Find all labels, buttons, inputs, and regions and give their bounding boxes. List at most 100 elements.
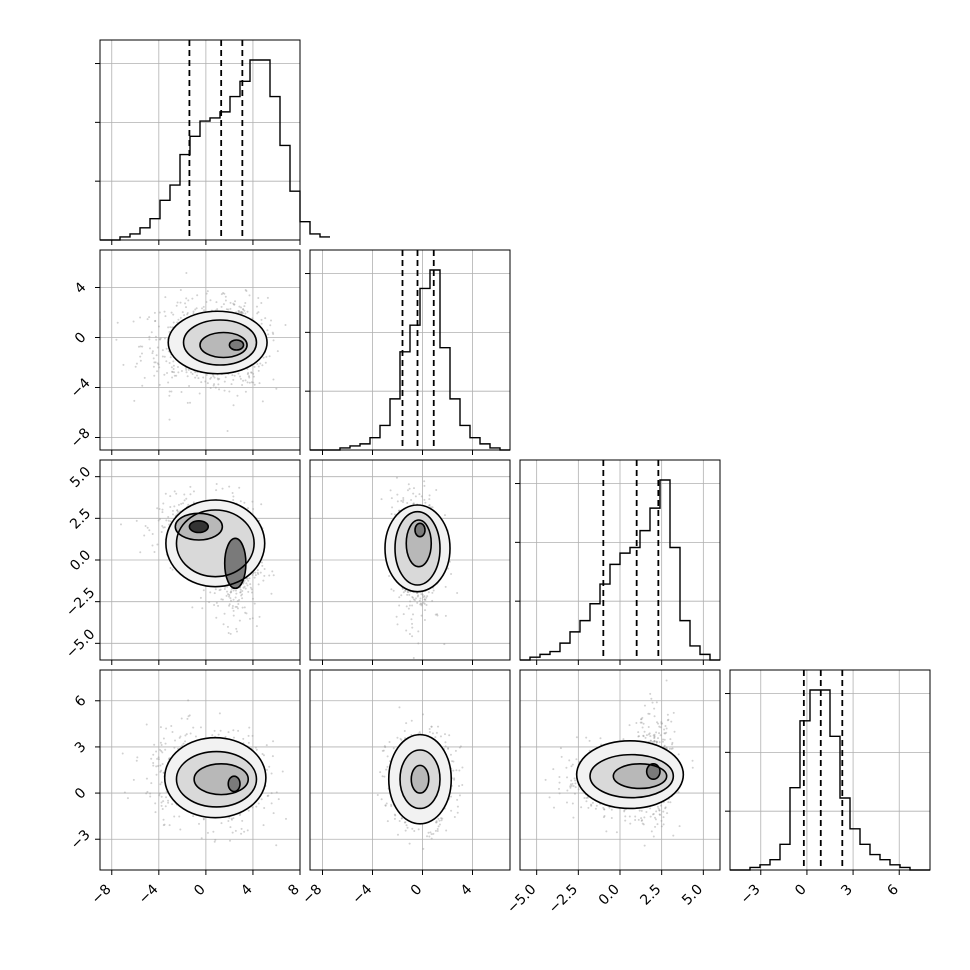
scatter-point [174, 739, 177, 742]
scatter-point [194, 735, 197, 738]
scatter-point [458, 746, 461, 749]
scatter-point [242, 737, 245, 740]
scatter-point [144, 525, 147, 528]
scatter-point [444, 585, 447, 588]
scatter-point [398, 596, 401, 599]
scatter-point [243, 606, 246, 609]
scatter-point [577, 788, 580, 791]
scatter-point [252, 507, 255, 510]
scatter-point [163, 526, 166, 529]
scatter-point [183, 314, 186, 317]
scatter-point [180, 390, 183, 393]
scatter-point [588, 739, 591, 742]
scatter-point [591, 801, 594, 804]
scatter-point [234, 829, 237, 832]
scatter-point [121, 752, 124, 755]
scatter-point [220, 822, 223, 825]
scatter-point [250, 371, 253, 374]
scatter-point [571, 782, 574, 785]
scatter-point [237, 603, 240, 606]
scatter-point [420, 495, 423, 498]
scatter-point [213, 729, 216, 732]
scatter-point [227, 593, 230, 596]
scatter-point [194, 371, 197, 374]
scatter-point [277, 798, 280, 801]
scatter-point [157, 758, 160, 761]
scatter-point [544, 778, 547, 781]
histogram-panel-0 [95, 39, 330, 241]
scatter-point [179, 735, 182, 738]
contour-line [165, 499, 266, 588]
scatter-point [175, 304, 178, 307]
scatter-point [658, 809, 661, 812]
scatter-point [405, 824, 408, 827]
scatter-point [260, 301, 263, 304]
scatter-point [195, 374, 198, 377]
contour-line [193, 763, 250, 796]
scatter-point [187, 503, 190, 506]
scatter-point [143, 534, 146, 537]
scatter-point [165, 347, 168, 350]
scatter-point [202, 589, 205, 592]
scatter-point [226, 625, 229, 628]
scatter-point [189, 401, 192, 404]
scatter-point [243, 309, 246, 312]
scatter-point [260, 561, 263, 564]
scatter-point [216, 377, 219, 380]
contour-line [387, 733, 453, 825]
scatter-point [418, 731, 421, 734]
scatter-point [173, 815, 176, 818]
scatter-point [246, 584, 249, 587]
scatter-point [458, 784, 461, 787]
scatter-point [409, 600, 412, 603]
scatter-point [432, 589, 435, 592]
scatter-point [662, 823, 665, 826]
scatter-point [386, 765, 389, 768]
scatter-point [428, 498, 431, 501]
scatter-point [232, 598, 235, 601]
scatter-point [169, 326, 172, 329]
scatter-point [411, 604, 414, 607]
scatter-point [243, 830, 246, 833]
scatter-point [425, 596, 428, 599]
scatter-point [426, 595, 429, 598]
scatter-point [272, 339, 275, 342]
scatter-point [447, 747, 450, 750]
scatter-point [426, 835, 429, 838]
scatter-point [653, 707, 656, 710]
scatter-point [213, 603, 216, 606]
scatter-point [595, 804, 598, 807]
scatter-point [165, 519, 168, 522]
scatter-point [243, 579, 246, 582]
scatter-point [406, 826, 409, 829]
density-panel-3-1 [309, 669, 511, 871]
scatter-point [208, 601, 211, 604]
scatter-point [640, 718, 643, 721]
scatter-point [154, 811, 157, 814]
scatter-point [257, 369, 260, 372]
contour-line [175, 750, 258, 808]
scatter-point [443, 514, 446, 517]
scatter-point [149, 795, 152, 798]
scatter-point [253, 576, 256, 579]
scatter-point [558, 775, 561, 778]
scatter-point [247, 375, 250, 378]
scatter-point [173, 746, 176, 749]
scatter-point [558, 781, 561, 784]
histogram-panel-2 [515, 459, 721, 661]
scatter-point [431, 591, 434, 594]
scatter-point [437, 825, 440, 828]
scatter-point [227, 632, 230, 635]
scatter-point [599, 737, 602, 740]
scatter-point [239, 591, 242, 594]
scatter-point [573, 792, 576, 795]
scatter-point [406, 489, 409, 492]
scatter-point [242, 308, 245, 311]
scatter-point [428, 494, 431, 497]
scatter-point [403, 821, 406, 824]
scatter-point [132, 320, 135, 323]
scatter-point [242, 308, 245, 311]
scatter-point [227, 731, 230, 734]
scatter-point [151, 352, 154, 355]
scatter-point [392, 589, 395, 592]
